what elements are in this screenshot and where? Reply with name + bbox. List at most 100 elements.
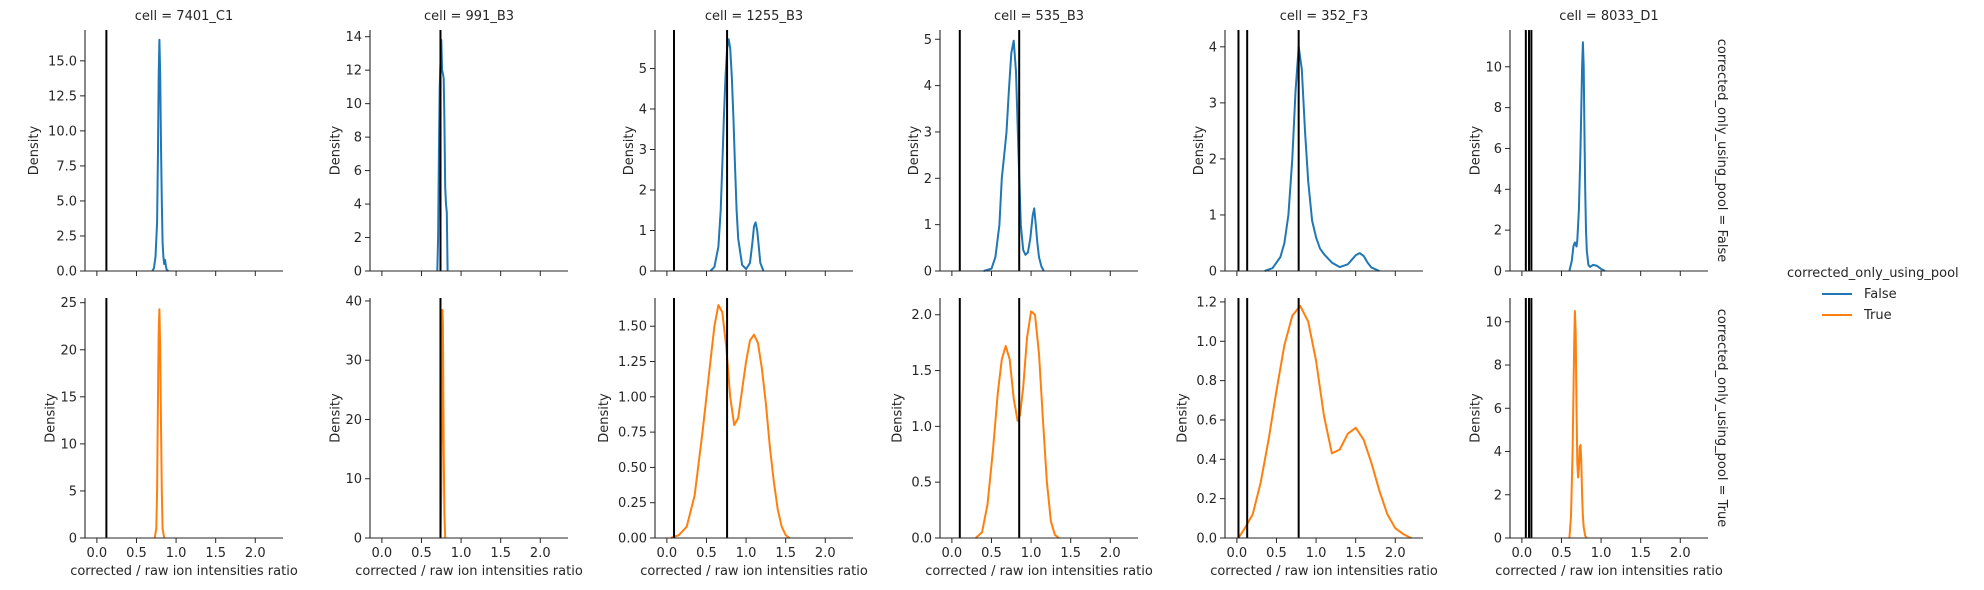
column-title: cell = 8033_D1 xyxy=(1559,9,1658,24)
x-tick-label: 0.0 xyxy=(942,546,963,561)
y-tick-label: 0 xyxy=(354,532,362,547)
y-tick-label: 5.0 xyxy=(56,194,77,209)
density-curve xyxy=(1568,41,1606,272)
y-tick-label: 0 xyxy=(924,265,932,280)
x-axis-label: corrected / raw ion intensities ratio xyxy=(355,564,583,579)
y-tick-label: 5 xyxy=(69,484,77,499)
y-tick-label: 3 xyxy=(639,143,647,158)
density-curve xyxy=(1568,310,1588,539)
y-tick-label: 2.5 xyxy=(56,229,77,244)
facet-panels: cell = 7401_C10.02.55.07.510.012.515.0De… xyxy=(27,9,1729,579)
y-tick-label: 1.50 xyxy=(618,320,647,335)
y-tick-label: 0.8 xyxy=(1196,374,1217,389)
y-tick-label: 0.25 xyxy=(618,496,647,511)
y-tick-label: 10 xyxy=(345,97,362,112)
y-axis-label: Density xyxy=(329,393,344,443)
y-tick-label: 0 xyxy=(1494,265,1502,280)
x-tick-label: 1.0 xyxy=(1591,546,1612,561)
x-tick-label: 1.0 xyxy=(1021,546,1042,561)
x-tick-label: 0.5 xyxy=(696,546,717,561)
density-curve xyxy=(670,304,791,539)
y-tick-label: 0.0 xyxy=(56,265,77,280)
y-tick-label: 4 xyxy=(639,102,647,117)
density-curve xyxy=(151,38,169,272)
y-axis-label: Density xyxy=(907,125,922,175)
x-axis-label: corrected / raw ion intensities ratio xyxy=(70,564,298,579)
x-tick-label: 0.0 xyxy=(657,546,678,561)
x-tick-label: 2.0 xyxy=(245,546,266,561)
y-tick-label: 10 xyxy=(60,437,77,452)
density-curve xyxy=(974,310,1060,539)
x-tick-label: 2.0 xyxy=(530,546,551,561)
facet-panel: 0.0 0.2 0.4 0.6 0.8 1.0 1.2 Density 0.0 0.5 1.0 1.5… xyxy=(1175,295,1437,579)
y-axis-label: Density xyxy=(44,393,59,443)
column-title: cell = 535_B3 xyxy=(994,9,1084,24)
x-tick-label: 2.0 xyxy=(1100,546,1121,561)
legend: corrected_only_using_pool False True xyxy=(1787,266,1959,323)
x-tick-label: 2.0 xyxy=(1385,546,1406,561)
y-tick-label: 20 xyxy=(345,413,362,428)
x-axis-label: corrected / raw ion intensities ratio xyxy=(1210,564,1438,579)
facet-panel: 0 1 2 3 4 5 Density xyxy=(622,30,853,280)
facet-panel: 0 2 4 6 8 10 Density corrected_only_using_pool … xyxy=(1469,30,1729,280)
y-tick-label: 1.5 xyxy=(911,364,932,379)
legend-title: corrected_only_using_pool xyxy=(1787,266,1959,281)
y-tick-label: 0 xyxy=(354,265,362,280)
y-tick-label: 6 xyxy=(1494,402,1502,417)
facet-panel: 0 1 2 3 4 5 Density xyxy=(907,30,1138,280)
y-axis-label: Density xyxy=(890,393,905,443)
density-curve xyxy=(1264,45,1380,272)
y-tick-label: 0.6 xyxy=(1196,413,1217,428)
x-tick-label: 0.5 xyxy=(126,546,147,561)
y-axis-label: Density xyxy=(1469,125,1484,175)
x-tick-label: 1.5 xyxy=(1630,546,1651,561)
y-tick-label: 0 xyxy=(1209,265,1217,280)
y-axis-label: Density xyxy=(1469,393,1484,443)
x-tick-label: 0.5 xyxy=(1266,546,1287,561)
y-tick-label: 2.0 xyxy=(911,308,932,323)
y-tick-label: 10 xyxy=(1485,315,1502,330)
y-tick-label: 7.5 xyxy=(56,159,77,174)
y-tick-label: 1 xyxy=(1209,208,1217,223)
x-tick-label: 1.5 xyxy=(1345,546,1366,561)
legend-label-true: True xyxy=(1863,308,1892,323)
y-tick-label: 15.0 xyxy=(48,54,77,69)
density-curve xyxy=(709,38,765,272)
y-tick-label: 8 xyxy=(354,131,362,146)
x-axis-label: corrected / raw ion intensities ratio xyxy=(925,564,1153,579)
facet-panel: 0 2 4 6 8 10 12 14 Density xyxy=(329,30,568,280)
y-tick-label: 0.5 xyxy=(911,476,932,491)
x-tick-label: 2.0 xyxy=(1670,546,1691,561)
y-tick-label: 6 xyxy=(354,164,362,179)
y-tick-label: 0 xyxy=(69,532,77,547)
x-tick-label: 1.0 xyxy=(736,546,757,561)
x-tick-label: 0.0 xyxy=(1227,546,1248,561)
facet-panel: 0.0 2.5 5.0 7.5 10.0 12.5 15.0 Density xyxy=(27,30,283,280)
y-tick-label: 10.0 xyxy=(48,124,77,139)
y-tick-label: 40 xyxy=(345,294,362,309)
x-tick-label: 0.0 xyxy=(372,546,393,561)
y-tick-label: 0 xyxy=(639,265,647,280)
y-axis-label: Density xyxy=(597,393,612,443)
x-tick-label: 1.5 xyxy=(775,546,796,561)
y-tick-label: 5 xyxy=(924,33,932,48)
y-tick-label: 0 xyxy=(1494,532,1502,547)
y-tick-label: 25 xyxy=(60,296,77,311)
y-axis-label: Density xyxy=(329,125,344,175)
facet-panel: 0 10 20 30 40 Density 0.0 0.5 1.0 1.5 2.0 corrected… xyxy=(329,294,583,579)
x-tick-label: 1.5 xyxy=(1060,546,1081,561)
facet-panel: 0 1 2 3 4 Density xyxy=(1192,30,1423,280)
x-tick-label: 1.5 xyxy=(205,546,226,561)
legend-label-false: False xyxy=(1864,287,1897,302)
x-axis-label: corrected / raw ion intensities ratio xyxy=(640,564,868,579)
facet-panel: 0 2 4 6 8 10 Density 0.0 0.5 1.0 1.5 2.0 corrected /… xyxy=(1469,298,1729,579)
y-axis-label: Density xyxy=(622,125,637,175)
y-tick-label: 1.0 xyxy=(911,420,932,435)
density-curve xyxy=(439,308,447,539)
y-tick-label: 4 xyxy=(354,198,362,213)
y-axis-label: Density xyxy=(1192,125,1207,175)
column-title: cell = 352_F3 xyxy=(1280,9,1369,24)
y-tick-label: 0.4 xyxy=(1196,453,1217,468)
y-tick-label: 0.00 xyxy=(618,532,647,547)
y-tick-label: 12.5 xyxy=(48,89,77,104)
